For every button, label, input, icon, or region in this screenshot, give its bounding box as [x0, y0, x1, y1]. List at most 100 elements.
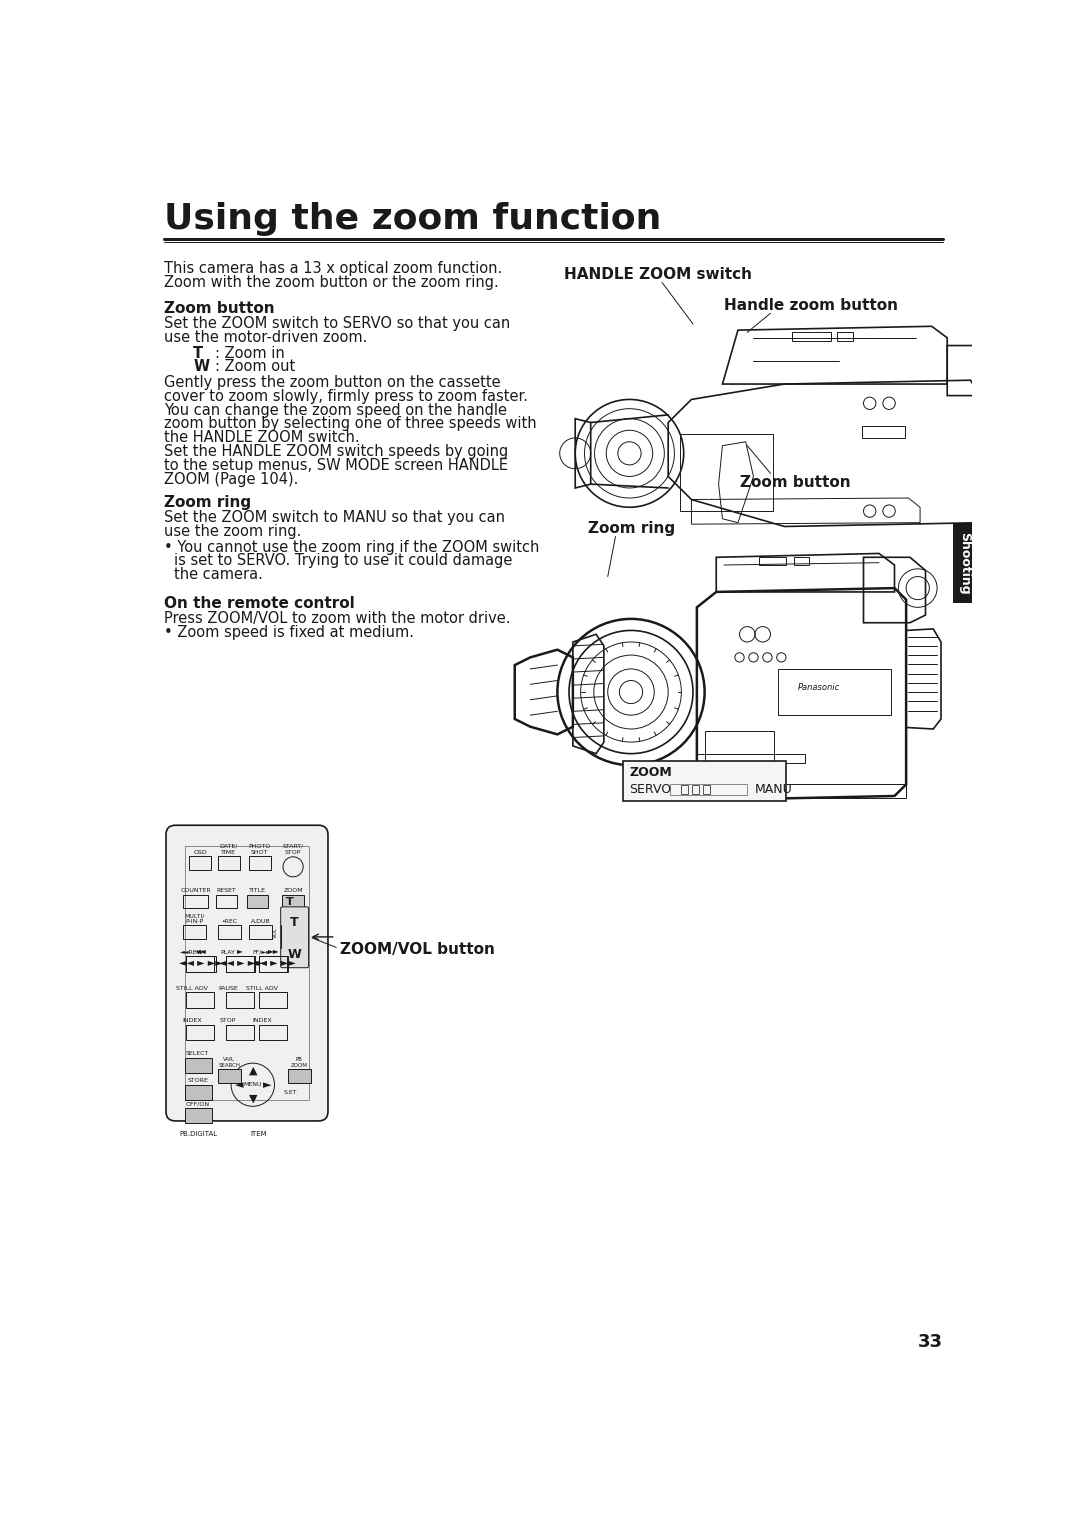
Bar — [186, 956, 214, 971]
Text: ►: ► — [262, 1080, 271, 1089]
Text: INDEX: INDEX — [183, 1019, 202, 1023]
Bar — [794, 558, 809, 565]
Bar — [218, 856, 240, 870]
Text: 33: 33 — [918, 1333, 943, 1351]
Text: T: T — [291, 916, 299, 928]
Text: ◄◄ ► ►►: ◄◄ ► ►► — [218, 959, 262, 968]
Text: ◄◄ ► ►►: ◄◄ ► ►► — [179, 959, 222, 968]
Bar — [259, 1025, 287, 1040]
Text: HANDLE ZOOM switch: HANDLE ZOOM switch — [564, 267, 752, 282]
Text: MENU: MENU — [244, 1082, 262, 1088]
Text: is set to SERVO. Trying to use it could damage: is set to SERVO. Trying to use it could … — [174, 553, 512, 568]
Text: Zoom ring: Zoom ring — [589, 521, 675, 536]
Text: RESET: RESET — [217, 889, 237, 893]
Text: the camera.: the camera. — [174, 567, 262, 582]
Text: Handle zoom button: Handle zoom button — [724, 297, 897, 313]
Text: ZOOM/VOL button: ZOOM/VOL button — [340, 942, 496, 958]
Bar — [183, 895, 207, 908]
Text: OFF/ON: OFF/ON — [186, 1102, 210, 1106]
Bar — [282, 895, 303, 908]
Bar — [692, 786, 699, 795]
Text: A.DUB: A.DUB — [251, 919, 270, 924]
Text: ◄◄: ◄◄ — [195, 945, 206, 954]
Bar — [681, 786, 688, 795]
Text: COUNTER: COUNTER — [180, 889, 211, 893]
Text: PLAY: PLAY — [220, 950, 235, 954]
Text: Using the zoom function: Using the zoom function — [164, 202, 662, 236]
Text: ◄: ◄ — [234, 1080, 243, 1089]
Bar — [185, 1085, 212, 1100]
Bar — [703, 786, 710, 795]
Bar — [837, 332, 852, 342]
Text: cover to zoom slowly, firmly press to zoom faster.: cover to zoom slowly, firmly press to zo… — [164, 389, 528, 403]
Text: Zoom ring: Zoom ring — [164, 495, 252, 510]
Text: Shooting: Shooting — [959, 532, 972, 594]
Bar — [218, 1069, 241, 1083]
Bar — [189, 856, 211, 870]
Bar — [679, 434, 773, 512]
Bar — [259, 956, 287, 971]
Text: FF/►►: FF/►► — [253, 950, 271, 954]
Bar — [248, 856, 271, 870]
Text: S.ET: S.ET — [283, 1089, 297, 1095]
Bar — [216, 895, 238, 908]
Bar — [185, 1057, 212, 1074]
Text: •REC: •REC — [221, 919, 238, 924]
Text: VAR.
SEARCH: VAR. SEARCH — [218, 1057, 241, 1068]
Text: T: T — [193, 346, 203, 360]
Text: DATE/
TIME: DATE/ TIME — [219, 844, 238, 855]
Text: SERVO: SERVO — [630, 783, 672, 797]
Text: ►: ► — [238, 945, 243, 954]
Bar — [226, 956, 255, 971]
Text: ITEM: ITEM — [251, 1131, 268, 1137]
Text: T: T — [286, 896, 294, 907]
Text: ►►: ►► — [268, 945, 280, 954]
Bar — [226, 956, 254, 971]
Text: INDEX: INDEX — [253, 1019, 272, 1023]
Text: PB.DIGITAL: PB.DIGITAL — [179, 1131, 217, 1137]
Text: STILL ADV: STILL ADV — [246, 985, 278, 991]
Bar — [259, 956, 288, 971]
Bar — [862, 426, 905, 438]
Text: the HANDLE ZOOM switch.: the HANDLE ZOOM switch. — [164, 430, 360, 446]
Text: ▼: ▼ — [248, 1094, 257, 1103]
Bar — [697, 754, 806, 763]
Text: Press ZOOM/VOL to zoom with the motor drive.: Press ZOOM/VOL to zoom with the motor dr… — [164, 611, 511, 627]
Bar — [670, 784, 747, 795]
Text: Set the HANDLE ZOOM switch speeds by going: Set the HANDLE ZOOM switch speeds by goi… — [164, 444, 509, 460]
Bar — [186, 993, 214, 1008]
Bar — [218, 925, 241, 939]
Text: • You cannot use the zoom ring if the ZOOM switch: • You cannot use the zoom ring if the ZO… — [164, 539, 540, 555]
Text: ZOOM (Page 104).: ZOOM (Page 104). — [164, 472, 299, 487]
Text: zoom button by selecting one of three speeds with: zoom button by selecting one of three sp… — [164, 417, 537, 432]
Text: On the remote control: On the remote control — [164, 596, 355, 611]
Text: : Zoom in: : Zoom in — [215, 346, 284, 360]
Text: VOL: VOL — [273, 927, 279, 939]
Text: : Zoom out: : Zoom out — [215, 360, 295, 374]
Bar — [246, 895, 268, 908]
Text: PB
ZOOM: PB ZOOM — [291, 1057, 308, 1068]
Text: You can change the zoom speed on the handle: You can change the zoom speed on the han… — [164, 403, 508, 418]
Text: • Zoom speed is fixed at medium.: • Zoom speed is fixed at medium. — [164, 625, 415, 640]
Text: Gently press the zoom button on the cassette: Gently press the zoom button on the cass… — [164, 375, 501, 389]
Text: ◄◄ ► ►►: ◄◄ ► ►► — [252, 959, 296, 968]
Bar — [186, 1025, 214, 1040]
Text: START/
STOP: START/ STOP — [283, 844, 303, 855]
Bar — [953, 522, 977, 604]
Bar — [704, 731, 774, 781]
Bar — [287, 1069, 311, 1083]
Text: ZOOM: ZOOM — [283, 889, 302, 893]
Text: use the zoom ring.: use the zoom ring. — [164, 524, 301, 539]
Bar — [186, 956, 216, 971]
Text: ZOOM: ZOOM — [630, 766, 672, 778]
Text: STORE: STORE — [187, 1079, 208, 1083]
Bar — [248, 925, 272, 939]
Text: PAUSE: PAUSE — [218, 985, 238, 991]
Text: Panasonic: Panasonic — [798, 683, 840, 692]
Text: STILL ADV: STILL ADV — [176, 985, 208, 991]
Text: PHOTO
SHOT: PHOTO SHOT — [248, 844, 271, 855]
Text: TITLE: TITLE — [249, 889, 266, 893]
Text: ▲: ▲ — [248, 1066, 257, 1075]
Text: STOP: STOP — [220, 1019, 237, 1023]
FancyBboxPatch shape — [281, 907, 309, 968]
